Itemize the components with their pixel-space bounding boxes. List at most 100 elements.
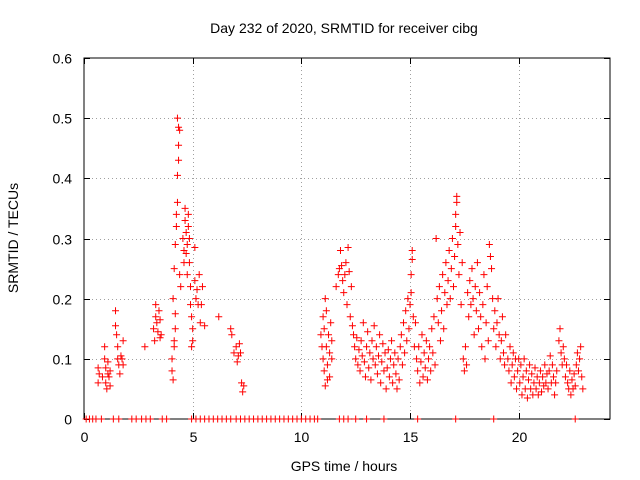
- data-point: [188, 343, 196, 351]
- data-point: [198, 283, 206, 291]
- data-point: [381, 349, 389, 357]
- data-point: [352, 355, 360, 363]
- data-point: [522, 367, 530, 375]
- data-point: [572, 361, 580, 369]
- data-point: [560, 355, 568, 363]
- data-point: [230, 349, 238, 357]
- data-point: [551, 391, 559, 399]
- data-point: [557, 349, 565, 357]
- data-point: [163, 415, 171, 423]
- data-point: [236, 349, 244, 357]
- data-point: [493, 319, 501, 327]
- data-point: [106, 367, 114, 375]
- data-point: [176, 271, 184, 279]
- data-point: [472, 307, 480, 315]
- data-point: [359, 319, 367, 327]
- data-point: [455, 271, 463, 279]
- data-point: [470, 331, 478, 339]
- data-point: [400, 319, 408, 327]
- data-point: [334, 271, 342, 279]
- data-point: [328, 355, 336, 363]
- data-point: [545, 367, 553, 375]
- data-point: [369, 355, 377, 363]
- data-point: [195, 271, 203, 279]
- data-point: [492, 343, 500, 351]
- data-point: [98, 373, 106, 381]
- data-point: [187, 301, 195, 309]
- data-point: [170, 343, 178, 351]
- data-point: [451, 253, 459, 261]
- data-point: [152, 313, 160, 321]
- data-point: [532, 385, 540, 393]
- data-point: [189, 325, 197, 333]
- data-point: [564, 379, 572, 387]
- data-point: [116, 370, 124, 378]
- data-point: [465, 313, 473, 321]
- data-point: [548, 361, 556, 369]
- data-point: [240, 382, 248, 390]
- data-point: [450, 283, 458, 291]
- data-point: [436, 337, 444, 345]
- data-point: [103, 385, 111, 393]
- data-point: [385, 373, 393, 381]
- data-point: [473, 259, 481, 267]
- data-point: [408, 247, 416, 255]
- data-point: [350, 331, 358, 339]
- data-point: [528, 370, 536, 378]
- data-point: [187, 283, 195, 291]
- data-point: [448, 235, 456, 242]
- data-point: [498, 313, 506, 321]
- data-point: [526, 361, 534, 369]
- data-point: [354, 361, 362, 369]
- data-point: [344, 415, 352, 423]
- data-point: [197, 301, 205, 309]
- data-point: [452, 415, 460, 423]
- data-point: [101, 343, 109, 351]
- data-point: [556, 325, 564, 333]
- data-point: [418, 331, 426, 339]
- data-point: [520, 355, 528, 363]
- x-tick-label: 0: [81, 429, 89, 445]
- data-point: [426, 343, 434, 351]
- data-point: [393, 385, 401, 393]
- data-point: [571, 382, 579, 390]
- y-tick-label: 0: [64, 412, 72, 428]
- data-point: [433, 295, 441, 303]
- data-point: [389, 379, 397, 387]
- data-point: [235, 340, 243, 348]
- data-point: [95, 370, 103, 378]
- data-point: [567, 391, 575, 399]
- data-point: [154, 328, 162, 336]
- data-point: [151, 337, 159, 345]
- data-point: [409, 313, 417, 321]
- data-point: [416, 379, 424, 387]
- data-point: [112, 322, 120, 330]
- data-point: [467, 301, 475, 309]
- data-point: [170, 265, 178, 273]
- data-point: [544, 385, 552, 393]
- data-point: [382, 385, 390, 393]
- data-point: [459, 355, 467, 363]
- data-point: [444, 277, 452, 285]
- data-point: [390, 361, 398, 369]
- data-point: [171, 325, 179, 333]
- data-point: [579, 385, 587, 393]
- data-point: [475, 325, 482, 333]
- data-point: [363, 343, 371, 351]
- data-point: [201, 322, 209, 330]
- data-point: [434, 319, 442, 327]
- x-tick-label: 10: [294, 429, 310, 445]
- data-point: [169, 295, 177, 303]
- data-point: [486, 253, 494, 261]
- data-point: [156, 334, 164, 342]
- data-point: [176, 126, 184, 134]
- data-point: [501, 361, 509, 369]
- data-point: [539, 373, 547, 381]
- y-tick-label: 0.6: [53, 51, 73, 67]
- y-tick-label: 0.2: [53, 292, 73, 308]
- data-point: [388, 337, 396, 345]
- data-point: [506, 343, 514, 351]
- data-point: [391, 349, 399, 357]
- data-point: [573, 349, 581, 357]
- data-point: [376, 331, 384, 339]
